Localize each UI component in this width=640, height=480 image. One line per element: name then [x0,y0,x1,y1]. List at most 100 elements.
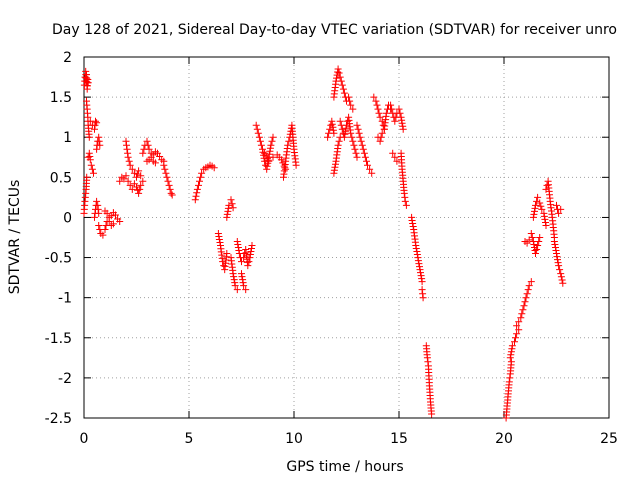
y-axis-label: SDTVAR / TECUs [7,180,23,295]
data-point [90,169,97,177]
data-point [396,109,404,117]
data-point [374,105,382,113]
data-point [277,156,285,164]
data-point [330,129,338,137]
data-point [335,137,343,145]
data-point [135,189,143,197]
data-point [255,133,263,141]
data-point [513,330,521,338]
data-point [354,125,362,133]
data-point [197,173,205,181]
data-point [124,149,132,157]
data-point [527,278,535,286]
data-point [192,192,200,200]
data-point [125,157,133,165]
data-point [553,201,560,209]
data-point [524,286,532,294]
data-point [135,167,143,175]
data-point [351,145,359,153]
data-point [161,165,169,173]
y-tick-label: -0.5 [45,251,72,267]
data-point [130,169,138,177]
data-point [518,310,526,318]
data-point [513,322,521,330]
data-point [372,97,380,105]
data-point [84,79,92,87]
data-point [331,163,339,171]
data-point [521,298,529,306]
data-point [512,334,519,342]
data-point [554,256,561,264]
data-point [382,109,390,117]
data-point [536,199,544,207]
data-point [247,248,255,255]
data-point [215,236,223,243]
data-point [533,197,541,205]
y-tick-label: 2 [63,50,72,66]
data-point [109,220,117,228]
data-point [376,113,384,121]
data-point [92,117,99,125]
data-point [336,73,344,81]
data-point [536,234,544,241]
data-point [378,129,386,137]
data-point [345,93,353,101]
data-point [230,273,238,281]
x-tick-label: 10 [285,431,303,447]
data-point [234,241,242,248]
chart-title: Day 128 of 2021, Sidereal Day-to-day VTE… [52,22,617,38]
data-point [361,153,369,161]
y-tick-label: -1.5 [45,331,72,347]
data-point [145,145,153,153]
data-point [242,286,250,294]
data-point [191,196,199,204]
data-point [87,161,95,169]
data-point [265,157,273,165]
data-point [337,77,345,85]
data-point [196,177,203,185]
data-point [210,164,218,172]
data-point [391,117,399,125]
data-point [339,85,347,93]
data-point [517,314,525,322]
data-point [143,137,151,145]
data-point [335,69,343,77]
data-point [248,242,256,249]
data-point [134,170,142,178]
data-point [227,196,235,204]
data-point [124,153,132,161]
data-point [133,173,140,181]
data-point [398,119,406,127]
data-point [231,282,239,290]
data-point [428,410,436,418]
data-point [532,250,539,257]
data-point [520,302,528,310]
data-point [557,270,565,278]
data-point [551,241,559,248]
data-point [523,290,531,298]
data-point [93,119,101,127]
data-point [378,117,386,125]
data-point [139,177,147,185]
data-point [349,105,357,113]
data-point [238,258,245,266]
data-point [355,129,363,137]
data-point [334,65,342,73]
data-point [347,101,355,109]
data-point [139,149,147,157]
data-point [535,238,543,245]
data-point [409,220,417,227]
data-point [263,162,271,170]
data-point [534,193,542,201]
data-point [103,209,111,217]
data-point [377,133,385,141]
data-point [147,153,155,161]
x-axis-label: GPS time / hours [286,459,403,475]
data-point [284,141,292,149]
data-point [375,109,383,117]
data-point [368,169,376,177]
data-point [195,181,202,189]
data-point [555,209,563,217]
data-point [328,120,336,128]
